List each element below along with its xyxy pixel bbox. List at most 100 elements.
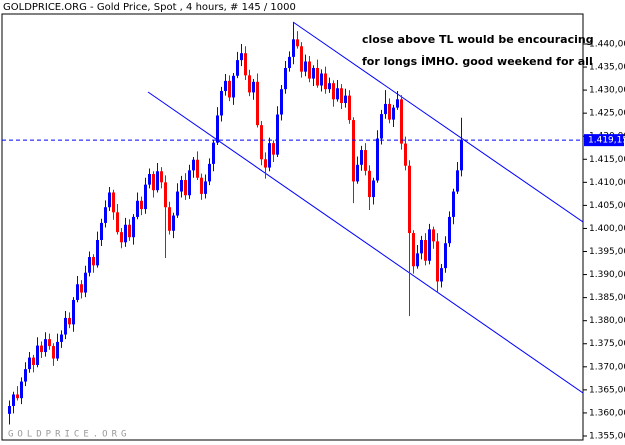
candle-body (220, 91, 223, 116)
candle-body (444, 243, 447, 269)
candle-body (144, 184, 147, 210)
candle-body (388, 103, 391, 120)
y-tick-label: 1.360,000 (589, 408, 625, 418)
candle-body (360, 150, 363, 165)
candle-body (432, 229, 435, 242)
candle-body (292, 39, 295, 57)
candle-body (348, 95, 351, 121)
candle-body (296, 39, 299, 47)
candle-body (260, 125, 263, 160)
candle-body (136, 200, 139, 217)
candle-body (172, 215, 175, 231)
candle-body (304, 61, 307, 72)
candle-body (112, 192, 115, 213)
candle-body (312, 67, 315, 79)
candle-body (256, 81, 259, 126)
candle-body (40, 345, 43, 353)
trend-lines (147, 21, 583, 394)
y-tick-label: 1.370,000 (589, 362, 625, 372)
current-price-label: 1.419,15 (588, 136, 625, 146)
candle-body (272, 143, 275, 155)
candle-body (236, 60, 239, 76)
candle-body (216, 115, 219, 143)
y-tick-label: 1.440,000 (589, 39, 625, 49)
candle-body (212, 142, 215, 164)
candle-body (356, 164, 359, 182)
candle-body (196, 159, 199, 178)
y-tick-label: 1.390,000 (589, 270, 625, 280)
candle-body (396, 99, 399, 108)
candle-body (176, 191, 179, 216)
y-tick-label: 1.425,000 (589, 109, 625, 119)
candle-body (184, 180, 187, 196)
annotation: close above TL would be encouracing (362, 33, 594, 46)
candle-body (264, 159, 267, 168)
candle-body (24, 369, 27, 382)
current-price-box (584, 134, 624, 147)
candle-body (448, 216, 451, 244)
candle-body (284, 67, 287, 90)
candle-body (332, 83, 335, 100)
candle-body (200, 177, 203, 194)
candle-body (392, 107, 395, 120)
candle-body (408, 165, 411, 234)
candle-body (384, 103, 387, 115)
candle-body (244, 53, 247, 76)
candle-body (96, 239, 99, 266)
candle-body (300, 46, 303, 72)
candle-body (56, 341, 59, 359)
candle-body (208, 163, 211, 182)
candle-body (452, 191, 455, 217)
candle-body (36, 345, 39, 365)
candle-body (336, 88, 339, 100)
candle-body (188, 170, 191, 196)
candle-body (252, 81, 255, 93)
candle-body (424, 239, 427, 261)
candle-body (420, 239, 423, 254)
candle-body (48, 339, 51, 347)
candle-body (308, 61, 311, 79)
candle-body (372, 180, 375, 198)
candle-body (268, 143, 271, 168)
candle-body (60, 334, 63, 342)
candle-body (232, 75, 235, 98)
candle-body (404, 143, 407, 166)
plot-frame (1, 13, 584, 441)
candle-body (204, 181, 207, 194)
trend-line (147, 91, 583, 394)
trend-line (292, 21, 583, 223)
candle-body (320, 73, 323, 86)
candle-body (180, 180, 183, 192)
candle-body (156, 171, 159, 191)
candle-body (412, 233, 415, 267)
candle-body (352, 120, 355, 182)
y-tick-label: 1.375,000 (589, 339, 625, 349)
candle-body (28, 357, 31, 370)
annotation: for longs İMHO. good weekend for all (362, 54, 593, 68)
candle-body (416, 253, 419, 267)
candle-body (80, 284, 83, 293)
candle-body (88, 257, 91, 273)
candle-body (100, 222, 103, 240)
candle-body (128, 224, 131, 238)
candle-body (116, 212, 119, 233)
candle-body (224, 80, 227, 92)
candle-body (248, 75, 251, 93)
candle-body (368, 170, 371, 198)
candle-body (328, 83, 331, 90)
candle-body (164, 182, 167, 208)
candle-body (344, 95, 347, 104)
candle-body (240, 53, 243, 61)
candle-body (84, 272, 87, 293)
candle-body (340, 88, 343, 104)
y-tick-label: 1.430,000 (589, 86, 625, 96)
candle-body (44, 339, 47, 353)
candle-body (12, 394, 15, 407)
candle-body (316, 67, 319, 86)
candle-body (380, 114, 383, 139)
candle-body (276, 114, 279, 155)
candle-body (288, 56, 291, 68)
candle-body (124, 224, 127, 243)
candle-body (376, 138, 379, 181)
